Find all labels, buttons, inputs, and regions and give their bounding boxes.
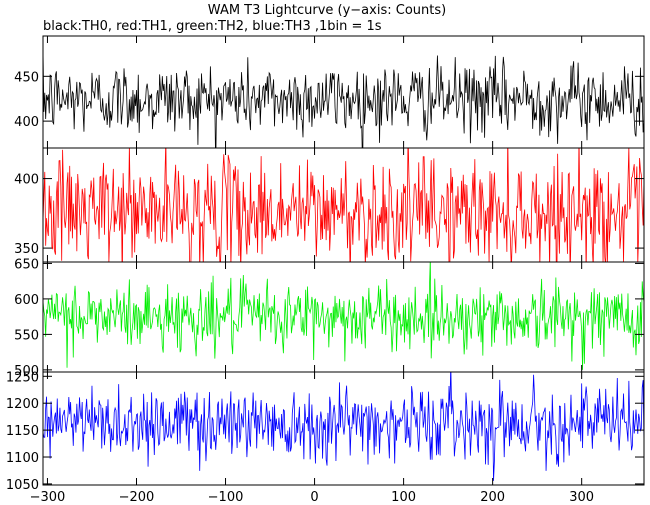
x-tick-label: 0: [310, 490, 318, 505]
x-tick-label: −200: [119, 490, 155, 505]
y-tick-label: 500: [14, 364, 39, 379]
y-tick-label: 600: [14, 293, 39, 308]
panel-th2: 500 550 600 650: [14, 257, 645, 379]
panel-th1: 350 400: [14, 147, 645, 263]
x-tick-label: −300: [30, 490, 66, 505]
y-tick-label: 450: [14, 70, 39, 85]
chart-subtitle: black:TH0, red:TH1, green:TH2, blue:TH3 …: [43, 19, 382, 34]
x-tick-label: −100: [208, 490, 244, 505]
y-tick-label: 1050: [6, 478, 39, 493]
panel-th0: 400 450: [14, 35, 645, 149]
y-tick-label: 400: [14, 173, 39, 188]
y-tick-label: 1250: [6, 370, 39, 385]
x-tick-label: 200: [480, 490, 505, 505]
y-tick-label: 1200: [6, 397, 39, 412]
y-tick-label: 650: [14, 257, 39, 272]
x-tick-label: 100: [391, 490, 416, 505]
y-tick-label: 400: [14, 115, 39, 130]
series-line-th1: [43, 148, 644, 262]
x-tick-label: 300: [569, 490, 594, 505]
y-tick-label: 1100: [6, 451, 39, 466]
panel-frame: [42, 371, 645, 486]
series-line-th0: [43, 48, 644, 148]
chart-title: WAM T3 Lightcurve (y−axis: Counts): [208, 3, 446, 18]
panels: 400 450 350 400 500 550 600 650 1050 1100 1150 1200…: [6, 35, 645, 505]
panel-th3: 1050 1100 1150 1200 1250: [6, 370, 645, 493]
y-tick-label: 350: [14, 242, 39, 257]
series-line-th3: [43, 372, 644, 481]
y-tick-label: 550: [14, 328, 39, 343]
y-tick-label: 1150: [6, 424, 39, 439]
series-line-th2: [43, 262, 644, 370]
